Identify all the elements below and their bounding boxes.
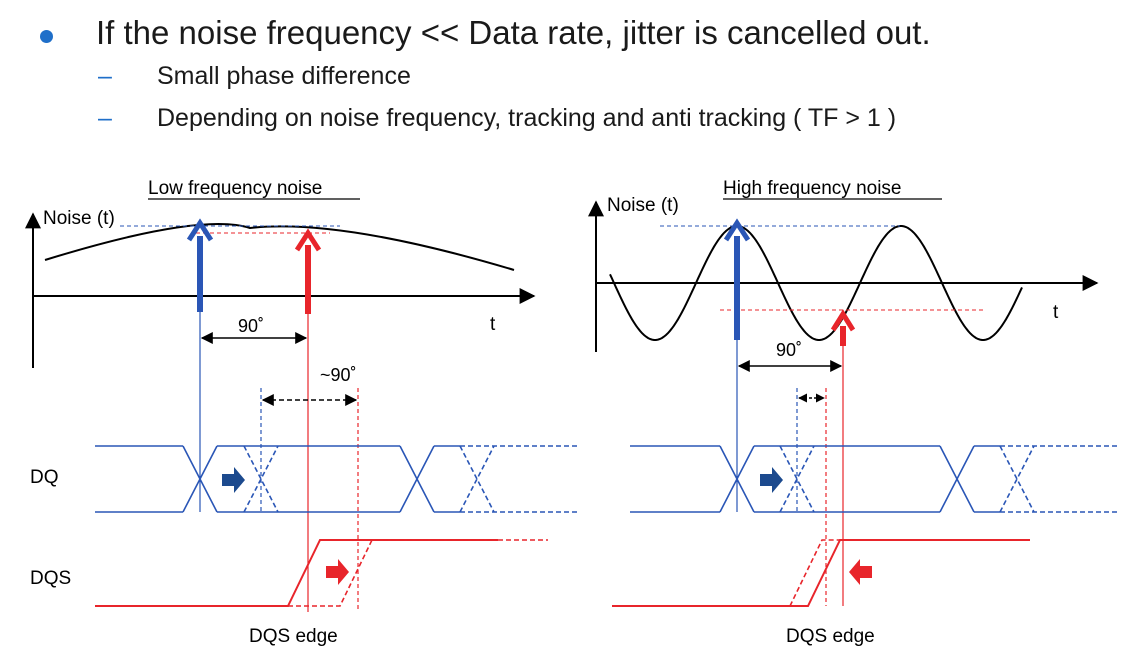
right-x-axis-label: t [1053,302,1059,323]
left-x-axis-label: t [490,314,496,335]
dash-icon: – [98,104,112,132]
left-dq-shift-arrow-icon [222,467,245,493]
left-dqs-label: DQS [30,568,71,589]
left-panel-title: Low frequency noise [148,178,322,199]
bullet-sub-2: Depending on noise frequency, tracking a… [157,104,897,132]
bullet-sub-1: Small phase difference [157,62,411,90]
left-dq-label: DQ [30,467,59,488]
right-edge-label: DQS edge [786,626,875,647]
bullet-main: If the noise frequency << Data rate, jit… [96,14,931,51]
right-phase-label-90: 90˚ [776,340,802,360]
left-dqs-signal-dashed [288,539,548,607]
left-panel: Low frequency noise Noise (t) t 90˚ ~90˚… [25,178,580,647]
right-dqs-shift-arrow-icon [849,559,872,585]
right-y-axis-label: Noise (t) [607,195,679,216]
right-noise-sine [609,225,1023,341]
left-dq-eye-solid [95,445,460,513]
left-dqs-signal-solid [95,539,498,607]
left-y-axis-label: Noise (t) [43,208,115,229]
right-panel: High frequency noise Noise (t) t 90˚ [588,178,1120,647]
right-dqs-signal-dashed [789,539,840,607]
left-edge-label: DQS edge [249,626,338,647]
right-panel-title: High frequency noise [723,178,902,199]
left-phase-label-90: 90˚ [238,316,264,336]
left-phase-label-approx-90: ~90˚ [320,365,357,385]
dash-icon: – [98,62,112,90]
right-dqs-signal-solid [612,539,1030,607]
bullet-dot-icon [40,30,53,43]
left-dq-eye-dashed [243,445,580,513]
right-dq-eye-solid [630,445,1000,513]
left-dqs-shift-arrow-icon [326,559,349,585]
right-dq-shift-arrow-icon [760,467,783,493]
left-noise-curve [44,223,515,271]
right-dq-eye-dashed [779,445,1120,513]
